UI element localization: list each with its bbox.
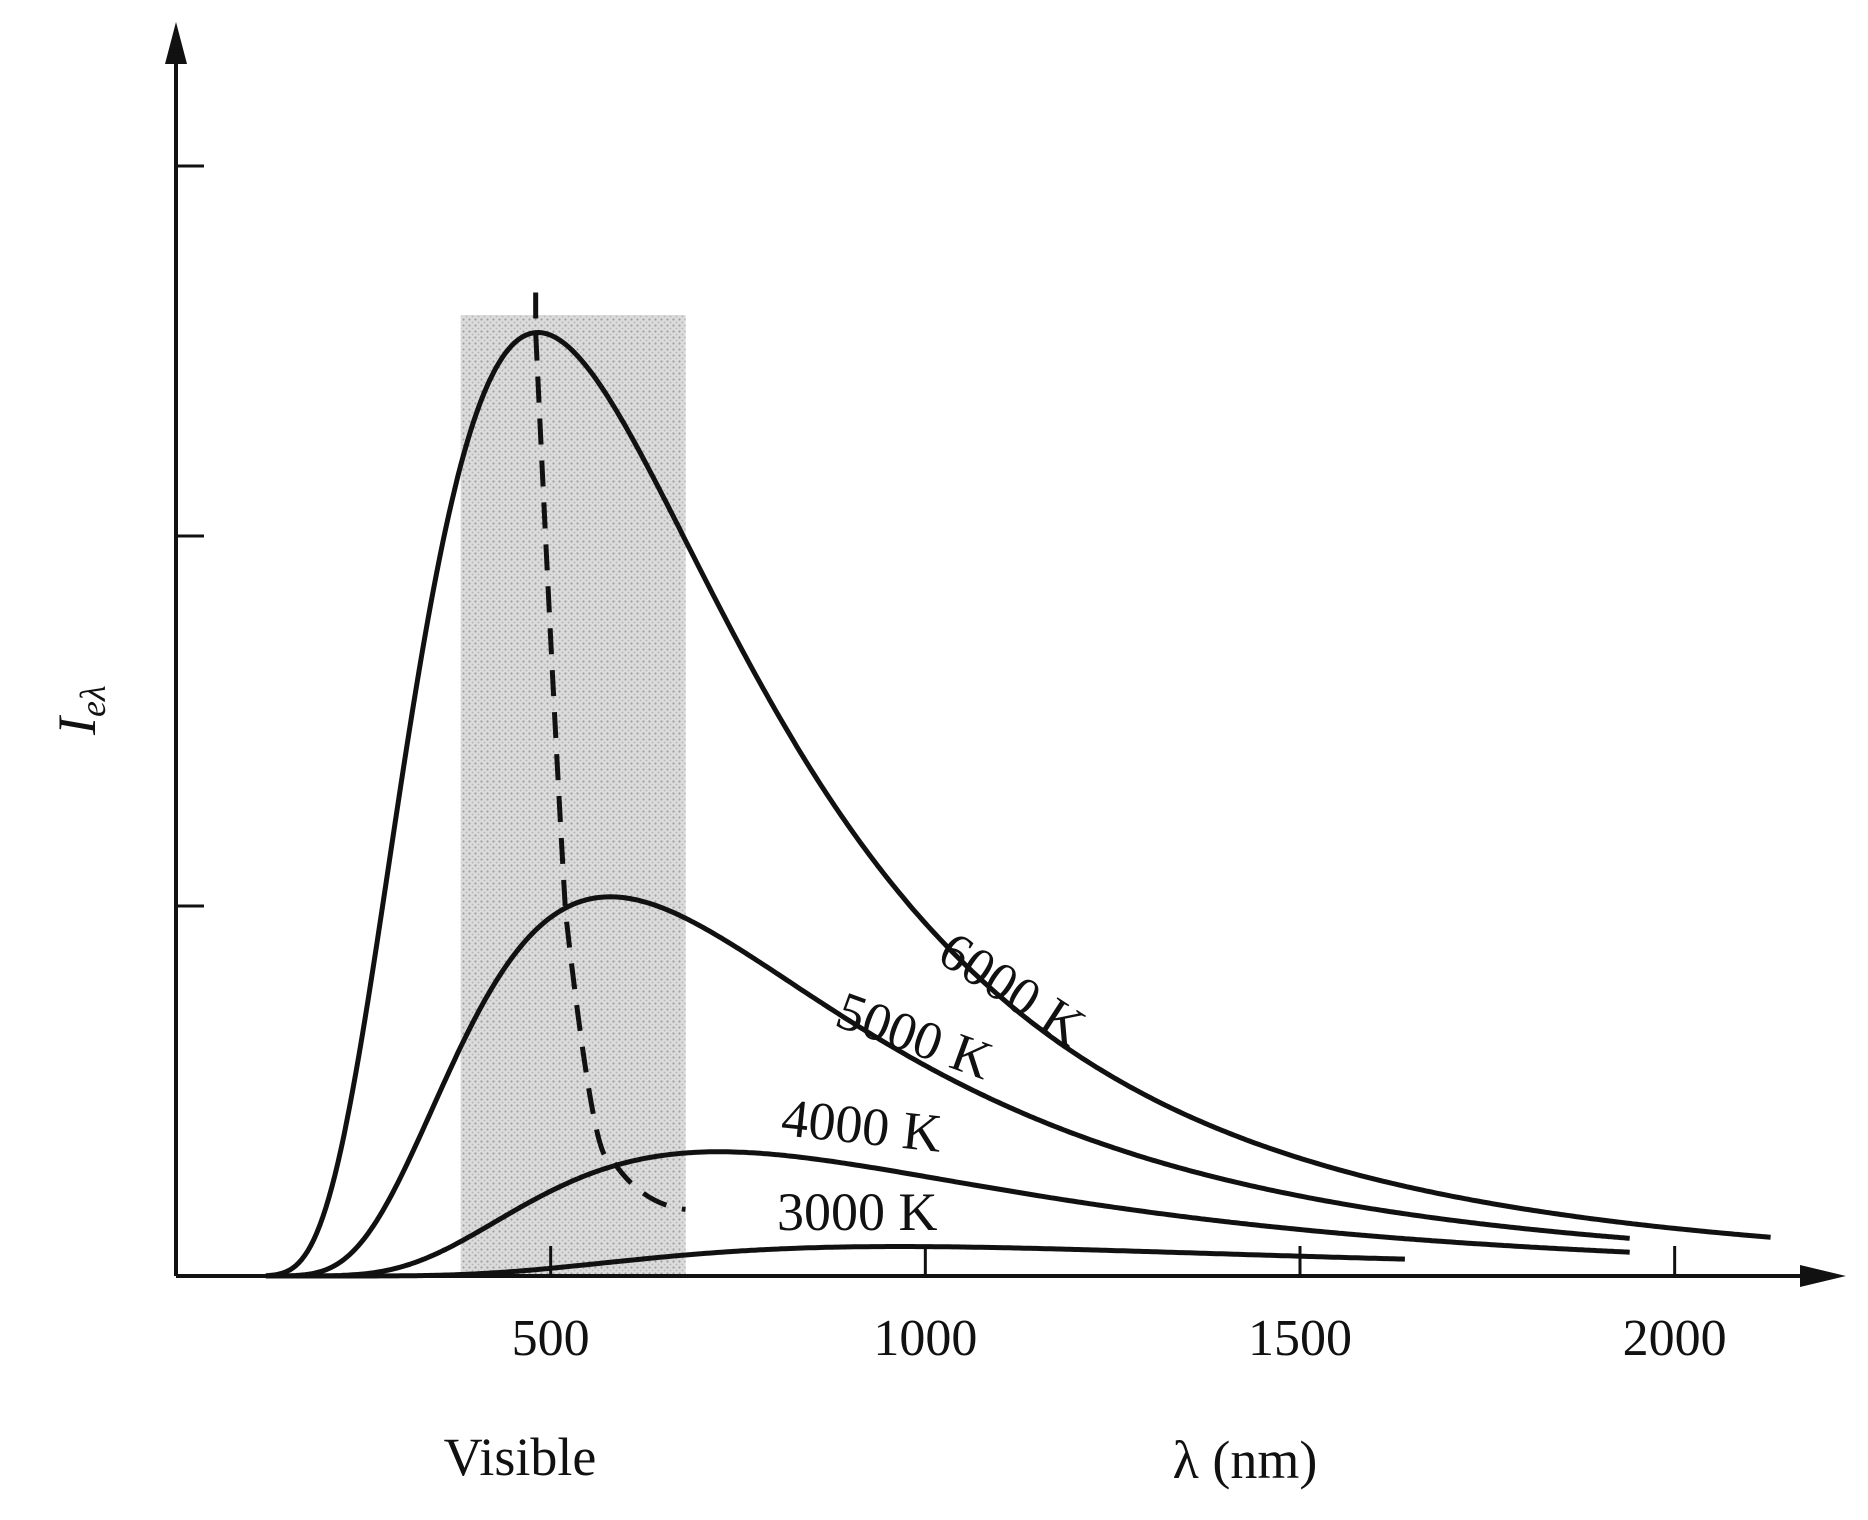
y-axis-arrow-icon — [165, 22, 187, 64]
peak-locus-dashed-line — [533, 292, 686, 1212]
x-tick-label-500: 500 — [512, 1310, 590, 1367]
visible-band — [460, 315, 686, 1276]
x-axis-arrow-icon — [1800, 1265, 1846, 1287]
axes — [165, 22, 1846, 1287]
curve-5000k — [265, 894, 1630, 1279]
curve-label-3000k: 3000 K — [777, 1182, 938, 1242]
x-ticks: 500 1000 1500 2000 — [512, 1246, 1727, 1367]
x-tick-label-2000: 2000 — [1623, 1310, 1727, 1367]
x-tick-label-1000: 1000 — [873, 1310, 977, 1367]
y-axis-label-subscript: eλ — [73, 685, 113, 717]
curve-3000k — [265, 1244, 1405, 1279]
y-axis-label-main: I — [47, 714, 107, 736]
curve-6000k — [265, 330, 1771, 1279]
curve-4000k — [265, 1149, 1630, 1279]
y-axis-label: Ieλ — [47, 685, 113, 736]
curves — [265, 330, 1771, 1279]
x-tick-label-1500: 1500 — [1248, 1310, 1352, 1367]
y-ticks — [176, 164, 204, 908]
x-axis-label: λ (nm) — [1173, 1430, 1318, 1490]
curve-label-4000k: 4000 K — [779, 1087, 945, 1163]
visible-band-label: Visible — [444, 1427, 597, 1487]
